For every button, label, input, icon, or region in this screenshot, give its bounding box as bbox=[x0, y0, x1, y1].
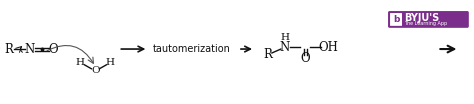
Text: R: R bbox=[264, 48, 273, 61]
FancyBboxPatch shape bbox=[390, 13, 402, 26]
Text: N: N bbox=[25, 43, 35, 56]
Text: H: H bbox=[106, 58, 115, 67]
Text: O: O bbox=[300, 52, 310, 65]
Text: O: O bbox=[49, 43, 58, 56]
Text: N: N bbox=[280, 41, 290, 54]
FancyBboxPatch shape bbox=[388, 11, 469, 28]
Text: H: H bbox=[280, 33, 289, 42]
Text: O: O bbox=[91, 66, 100, 75]
Text: H: H bbox=[76, 58, 85, 67]
Text: R: R bbox=[4, 43, 13, 56]
Text: tautomerization: tautomerization bbox=[153, 44, 231, 54]
Text: The Learning App: The Learning App bbox=[404, 21, 447, 26]
Text: b: b bbox=[393, 15, 399, 24]
Text: BYJU'S: BYJU'S bbox=[404, 13, 440, 23]
Text: OH: OH bbox=[319, 41, 338, 54]
